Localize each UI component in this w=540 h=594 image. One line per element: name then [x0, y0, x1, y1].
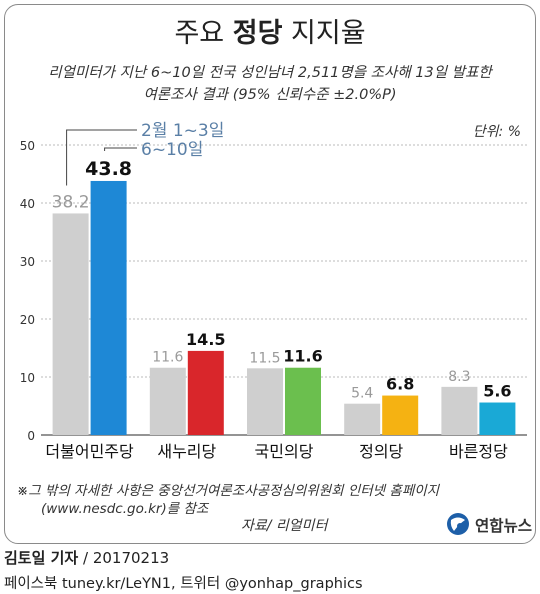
subtitle-line-1: 리얼미터가 지난 6~10일 전국 성인남녀 2,511명을 조사해 13일 발… — [48, 65, 492, 81]
legend-leader-current — [104, 147, 137, 151]
bar-previous — [149, 367, 186, 435]
footnote-line-1: ※그 밖의 자세한 사항은 중앙선거여론조사공정심의위원회 인터넷 홈페이지 — [17, 483, 440, 499]
data-label-current: 14.5 — [186, 330, 225, 349]
y-tick-label: 10 — [20, 371, 35, 385]
category-label: 새누리당 — [157, 442, 216, 461]
data-label-previous: 38.2 — [52, 192, 90, 212]
bar-current — [187, 350, 224, 435]
data-label-previous: 5.4 — [351, 386, 373, 402]
footnote-line-2: (www.nesdc.go.kr)를 참조 — [41, 501, 209, 517]
data-label-previous: 11.5 — [249, 350, 280, 366]
subtitle-line-2: 여론조사 결과 (95% 신뢰수준 ±2.0%P) — [143, 87, 397, 103]
bar-previous — [344, 403, 381, 435]
bar-chart: 0 10 20 30 40 50 38.2 43.8 더불어민주당 2월 1~3일6~10일 11.… — [20, 121, 527, 461]
category-label: 바른정당 — [449, 442, 508, 461]
bar-current — [90, 180, 127, 435]
bar-current — [382, 395, 419, 435]
title-suffix: 지지율 — [291, 18, 366, 49]
y-tick-label: 0 — [27, 429, 35, 443]
bar-previous — [52, 213, 89, 435]
bar-current — [285, 367, 321, 435]
social-links: 페이스북 tuney.kr/LeYN1, 트위터 @yonhap_graphic… — [4, 576, 363, 592]
bar-current — [479, 402, 516, 435]
y-tick-label: 20 — [20, 313, 35, 327]
yonhap-logo: 연합뉴스 — [445, 511, 532, 537]
reporter-name: 김토일 기자 — [4, 549, 79, 567]
logo-text: 연합뉴스 — [475, 517, 533, 535]
legend-leader-previous — [66, 129, 137, 186]
y-tick-label: 40 — [20, 197, 35, 211]
data-label-current: 43.8 — [85, 158, 132, 180]
infographic-card: 주요 정당 지지율 리얼미터가 지난 6~10일 전국 성인남녀 2,511명을… — [4, 4, 536, 544]
yonhap-logo-icon — [447, 513, 469, 535]
category-label: 국민의당 — [255, 442, 314, 461]
data-label-current: 6.8 — [386, 375, 414, 394]
bar-previous — [441, 386, 478, 435]
data-label-current: 11.6 — [283, 347, 322, 366]
data-label-current: 5.6 — [483, 382, 511, 401]
category-label: 정의당 — [359, 442, 403, 461]
data-label-previous: 11.6 — [152, 350, 183, 366]
title-bold: 정당 — [232, 18, 283, 49]
chart-title: 주요 정당 지지율 — [5, 11, 535, 50]
y-tick-label: 50 — [20, 139, 35, 153]
title-prefix: 주요 — [174, 18, 225, 49]
data-label-previous: 8.3 — [448, 369, 470, 385]
bar-previous — [247, 368, 283, 435]
unit-label: 단위: % — [472, 124, 521, 140]
legend-previous: 2월 1~3일 — [141, 121, 224, 141]
category-label: 더불어민주당 — [45, 442, 134, 461]
legend-current: 6~10일 — [141, 140, 203, 160]
reporter-line: 김토일 기자 / 20170213 — [4, 547, 169, 568]
y-tick-label: 30 — [20, 255, 35, 269]
source-label: 자료/ 리얼미터 — [241, 518, 328, 534]
reporter-date: / 20170213 — [78, 549, 170, 567]
